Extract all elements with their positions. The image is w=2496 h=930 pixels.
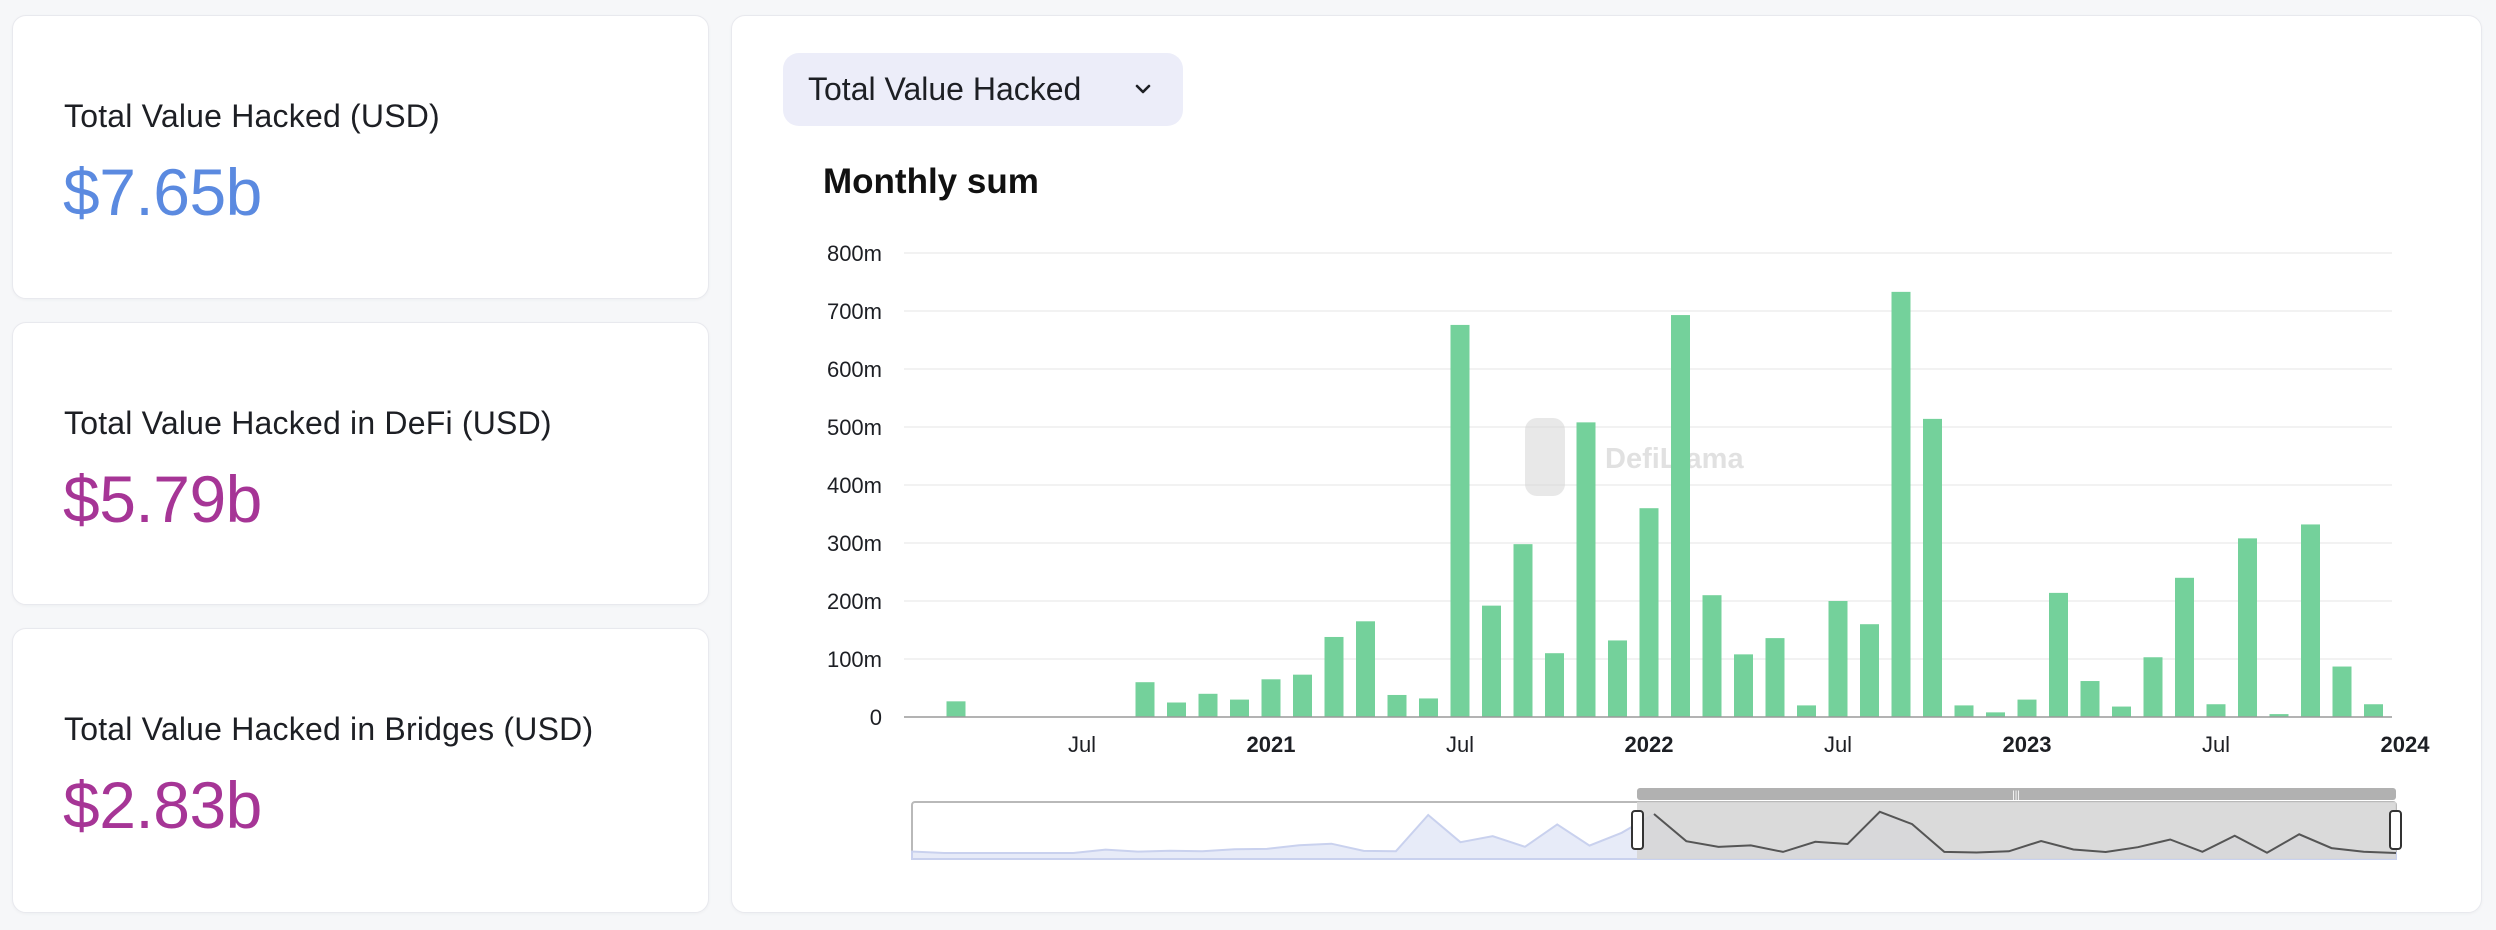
y-tick-label: 100m bbox=[827, 647, 882, 672]
bar-2021-05[interactable] bbox=[1387, 694, 1407, 717]
y-tick-label: 600m bbox=[827, 357, 882, 382]
y-tick-label: 800m bbox=[827, 241, 882, 266]
stat-label: Total Value Hacked (USD) bbox=[64, 98, 440, 134]
x-tick-label: 2022 bbox=[1625, 732, 1674, 757]
bar-2022-08[interactable] bbox=[1860, 624, 1879, 717]
bar-2020-10[interactable] bbox=[1167, 702, 1186, 718]
bar-2023-03[interactable] bbox=[2080, 681, 2100, 717]
y-tick-label: 500m bbox=[827, 415, 882, 440]
metric-select-dropdown[interactable]: Total Value Hacked bbox=[783, 53, 1183, 126]
bar-2022-10[interactable] bbox=[1923, 418, 1942, 717]
bar-2023-04[interactable] bbox=[2112, 706, 2131, 717]
bar-2023-09[interactable] bbox=[2269, 714, 2289, 717]
stat-label: Total Value Hacked in Bridges (USD) bbox=[64, 711, 594, 747]
stat-card-bridges: Total Value Hacked in Bridges (USD) $2.8… bbox=[12, 628, 709, 913]
bar-2022-11[interactable] bbox=[1954, 705, 1974, 717]
bar-2022-06[interactable] bbox=[1797, 705, 1816, 717]
bar-2021-09[interactable] bbox=[1513, 544, 1533, 717]
bar-2022-12[interactable] bbox=[1986, 712, 2005, 717]
chart-title: Monthly sum bbox=[823, 162, 1039, 201]
bar-2023-02[interactable] bbox=[2049, 592, 2068, 717]
bar-2020-09[interactable] bbox=[1135, 682, 1155, 717]
bar-2020-03[interactable] bbox=[946, 701, 966, 717]
bar-2021-11[interactable] bbox=[1576, 422, 1596, 717]
llama-logo-icon bbox=[1525, 418, 1565, 496]
y-axis-ticks: 0 100m 200m 300m 400m 500m 600m 700m 800m bbox=[827, 241, 882, 730]
bars bbox=[946, 291, 2383, 718]
stat-value: $5.79b bbox=[63, 462, 262, 536]
y-tick-label: 700m bbox=[827, 299, 882, 324]
zoom-move-handle[interactable] bbox=[1637, 788, 2396, 800]
x-tick-label: 2024 bbox=[2381, 732, 2431, 757]
y-tick-label: 200m bbox=[827, 589, 882, 614]
bar-2021-06[interactable] bbox=[1419, 698, 1438, 717]
bar-2022-03[interactable] bbox=[1702, 595, 1722, 717]
bar-2021-10[interactable] bbox=[1545, 653, 1564, 717]
x-axis-ticks: Jul 2021 Jul 2022 Jul 2023 Jul 2024 bbox=[1068, 732, 2430, 757]
chevron-down-icon bbox=[1135, 84, 1151, 94]
chart-card: Total Value Hacked Monthly sum 0 100m 200m… bbox=[731, 15, 2482, 913]
bar-2021-04[interactable] bbox=[1356, 621, 1375, 717]
bar-2023-06[interactable] bbox=[2175, 577, 2194, 717]
bar-2022-09[interactable] bbox=[1891, 291, 1911, 717]
bar-2021-02[interactable] bbox=[1293, 674, 1312, 717]
bar-2023-07[interactable] bbox=[2206, 704, 2226, 717]
stat-value: $7.65b bbox=[63, 155, 262, 229]
bar-2022-02[interactable] bbox=[1671, 315, 1690, 717]
y-tick-label: 0 bbox=[870, 705, 882, 730]
bar-2022-01[interactable] bbox=[1639, 508, 1659, 717]
stat-value: $2.83b bbox=[63, 768, 262, 842]
bar-2022-04[interactable] bbox=[1734, 654, 1753, 717]
stat-card-total: Total Value Hacked (USD) $7.65b bbox=[12, 15, 709, 299]
bar-2021-07[interactable] bbox=[1450, 324, 1470, 717]
x-tick-label: 2021 bbox=[1247, 732, 1296, 757]
x-tick-label: Jul bbox=[2202, 732, 2230, 757]
bar-2022-05[interactable] bbox=[1765, 638, 1785, 717]
bar-2021-03[interactable] bbox=[1324, 636, 1344, 717]
stat-card-defi: Total Value Hacked in DeFi (USD) $5.79b bbox=[12, 322, 709, 605]
bar-2021-12[interactable] bbox=[1608, 640, 1627, 717]
zoom-selected-line bbox=[1653, 810, 2397, 854]
zoom-selected-window[interactable] bbox=[1637, 802, 2396, 859]
x-tick-label: Jul bbox=[1068, 732, 1096, 757]
bar-2023-08[interactable] bbox=[2238, 538, 2257, 717]
x-tick-label: 2023 bbox=[2003, 732, 2052, 757]
bar-2023-05[interactable] bbox=[2143, 657, 2163, 717]
zoom-handle-left[interactable] bbox=[1631, 810, 1644, 850]
x-tick-label: Jul bbox=[1824, 732, 1852, 757]
bar-2021-08[interactable] bbox=[1482, 605, 1501, 717]
zoom-handle-right[interactable] bbox=[2389, 810, 2402, 850]
x-tick-label: Jul bbox=[1446, 732, 1474, 757]
bar-2023-12[interactable] bbox=[2364, 704, 2383, 717]
y-tick-label: 300m bbox=[827, 531, 882, 556]
y-tick-label: 400m bbox=[827, 473, 882, 498]
bar-2020-11[interactable] bbox=[1198, 693, 1218, 717]
bar-2023-11[interactable] bbox=[2332, 666, 2352, 717]
data-zoom-slider: ||| bbox=[911, 788, 2402, 860]
bar-2022-07[interactable] bbox=[1828, 601, 1848, 717]
stat-label: Total Value Hacked in DeFi (USD) bbox=[64, 405, 552, 441]
bar-2023-10[interactable] bbox=[2301, 524, 2320, 717]
bar-2021-01[interactable] bbox=[1261, 679, 1281, 717]
grip-icon: ||| bbox=[2012, 790, 2020, 801]
metric-select-label: Total Value Hacked bbox=[808, 71, 1082, 107]
bar-2020-12[interactable] bbox=[1230, 699, 1249, 717]
bar-2023-01[interactable] bbox=[2017, 699, 2037, 717]
